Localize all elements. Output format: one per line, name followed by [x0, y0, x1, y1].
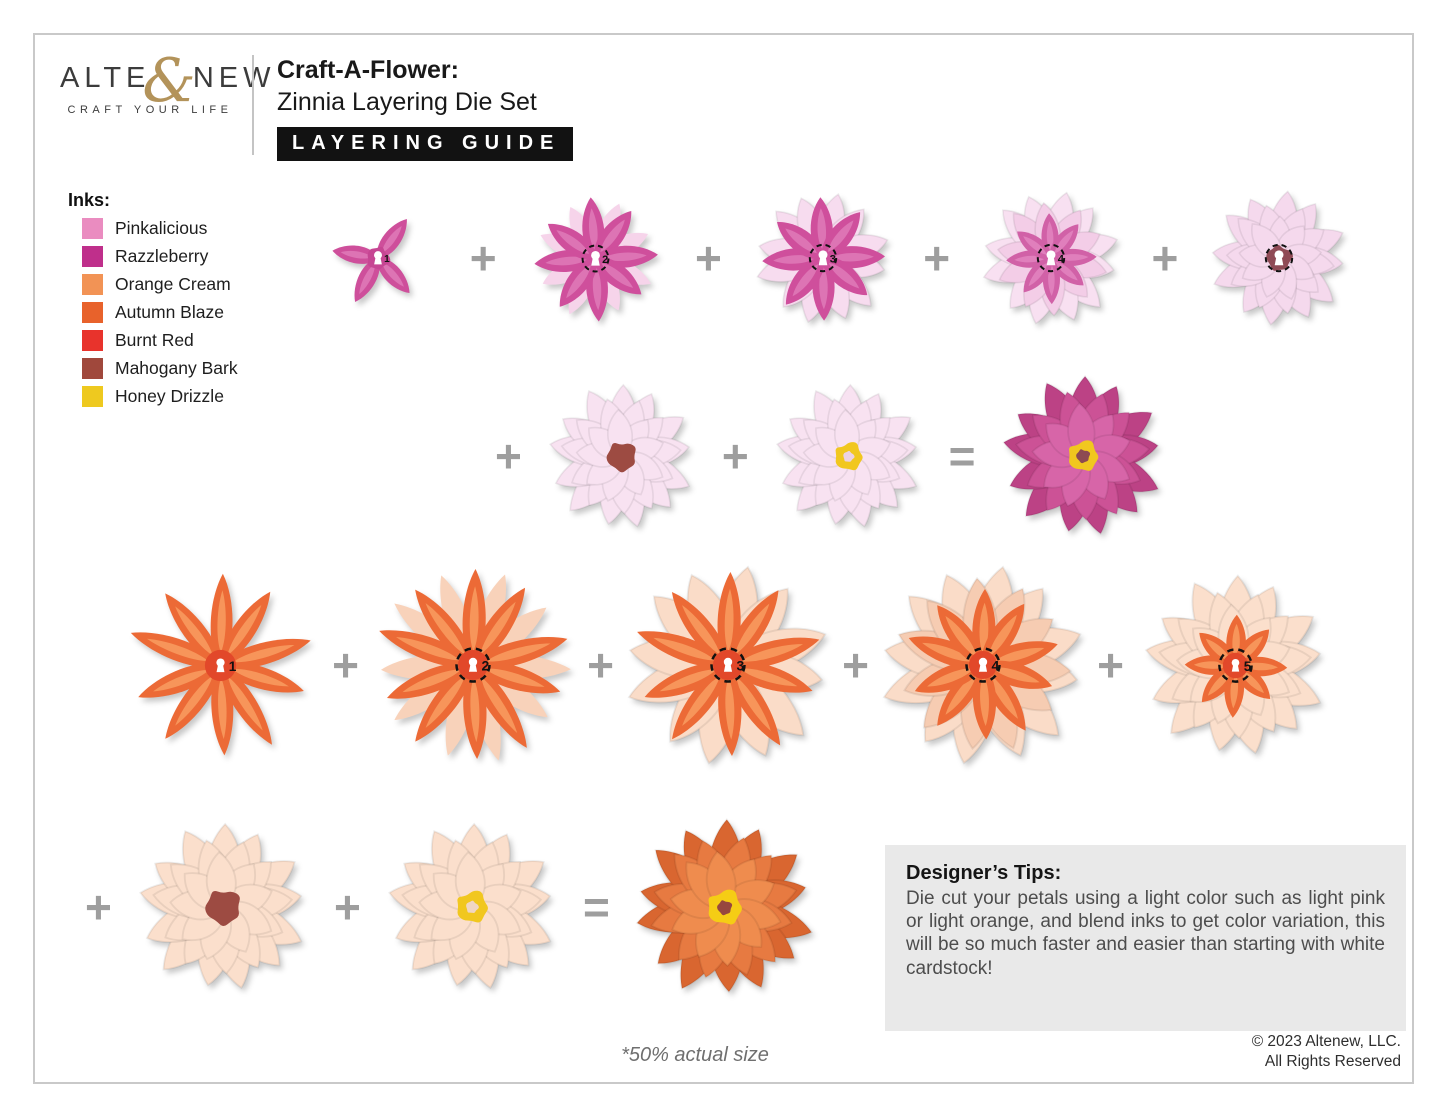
ink-swatch: [82, 218, 103, 239]
flower-step: [622, 805, 827, 1010]
flower-step: [761, 369, 936, 544]
plus-operator: +: [1097, 639, 1124, 691]
flower-step: [988, 361, 1178, 551]
ink-swatch: [82, 386, 103, 407]
flower-step-1: 1: [303, 183, 453, 333]
equals-operator: =: [948, 430, 976, 482]
flower-step: [373, 808, 571, 1006]
orange-layer-row: 1 +2 +3 +4 +5: [118, 556, 1338, 774]
designer-tips-body: Die cut your petals using a light color …: [906, 888, 1385, 979]
orange-assembly-row: + + =: [85, 804, 827, 1010]
plus-operator: +: [85, 881, 112, 933]
flower-step: [124, 808, 322, 1006]
ink-legend-item: Orange Cream: [82, 274, 238, 295]
svg-text:1: 1: [384, 254, 390, 265]
ink-name: Honey Drizzle: [115, 386, 224, 406]
ink-name: Orange Cream: [115, 274, 231, 294]
product-title-line1: Craft-A-Flower:: [277, 56, 459, 84]
copyright: © 2023 Altenew, LLC. All Rights Reserved: [1252, 1032, 1401, 1073]
ink-name: Burnt Red: [115, 330, 194, 350]
ink-legend-item: Honey Drizzle: [82, 386, 238, 407]
header-divider: [252, 55, 254, 155]
altenew-logo: ALTE&NEW CRAFT YOUR LIFE: [60, 46, 276, 116]
ink-swatch: [82, 358, 103, 379]
plus-operator: +: [1151, 232, 1179, 284]
svg-text:2: 2: [482, 658, 490, 674]
flower-step-2: 2: [368, 560, 578, 770]
ink-legend-item: Pinkalicious: [82, 218, 238, 239]
plus-operator: +: [469, 232, 497, 284]
pink-layer-row: 1 +2 +3 +4 +: [303, 168, 1363, 348]
ink-name: Razzleberry: [115, 246, 209, 266]
flower-step-4: 4: [878, 560, 1088, 770]
ink-swatch: [82, 302, 103, 323]
flower-step: [534, 369, 709, 544]
inks-legend: Inks: Pinkalicious Razzleberry Orange Crea…: [68, 190, 238, 414]
plus-operator: +: [334, 881, 361, 933]
ink-swatch: [82, 274, 103, 295]
ink-swatch: [82, 330, 103, 351]
plus-operator: +: [842, 639, 869, 691]
ampersand-glyph: &: [142, 46, 201, 116]
ink-legend-item: Razzleberry: [82, 246, 238, 267]
flower-step-1: 1: [118, 563, 323, 768]
svg-text:5: 5: [1244, 658, 1252, 673]
ink-legend-item: Autumn Blaze: [82, 302, 238, 323]
flower-step-4: 4: [967, 174, 1135, 342]
svg-text:3: 3: [829, 253, 835, 265]
svg-text:4: 4: [992, 658, 1000, 674]
equals-operator: =: [583, 881, 610, 933]
svg-text:2: 2: [602, 253, 608, 265]
flower-step-3: 3: [623, 560, 833, 770]
designer-tips-title: Designer’s Tips:: [906, 862, 1062, 884]
product-title-line2: Zinnia Layering Die Set: [277, 88, 537, 116]
ink-legend-item: Burnt Red: [82, 330, 238, 351]
svg-text:1: 1: [229, 658, 237, 673]
pink-assembly-row: + + =: [495, 360, 1178, 552]
plus-operator: +: [694, 232, 722, 284]
ink-name: Pinkalicious: [115, 218, 208, 238]
inks-legend-title: Inks:: [68, 190, 111, 210]
scale-note: *50% actual size: [621, 1044, 769, 1066]
header-title-block: Craft-A-Flower: Zinnia Layering Die Set …: [277, 56, 574, 161]
copyright-line2: All Rights Reserved: [1264, 1053, 1401, 1071]
altenew-logo-wordmark: ALTE&NEW: [60, 46, 276, 116]
flower-step: [1195, 174, 1363, 342]
ink-legend-item: Mahogany Bark: [82, 358, 238, 379]
ink-name: Autumn Blaze: [115, 302, 224, 322]
designer-tips-box: Designer’s Tips: Die cut your petals usi…: [885, 845, 1406, 1031]
brand-tagline: CRAFT YOUR LIFE: [67, 104, 233, 116]
layering-guide-badge: LAYERING GUIDE: [277, 127, 574, 161]
svg-text:4: 4: [1058, 253, 1065, 265]
plus-operator: +: [721, 430, 749, 482]
ink-swatch: [82, 246, 103, 267]
flower-step-2: 2: [513, 176, 678, 341]
svg-text:3: 3: [737, 658, 745, 674]
plus-operator: +: [587, 639, 614, 691]
ink-name: Mahogany Bark: [115, 358, 238, 378]
copyright-line1: © 2023 Altenew, LLC.: [1251, 1033, 1401, 1050]
inks-legend-list: Pinkalicious Razzleberry Orange Cream Autum…: [68, 218, 238, 407]
flower-step-5: 5: [1133, 563, 1338, 768]
flower-step-3: 3: [739, 174, 907, 342]
plus-operator: +: [923, 232, 951, 284]
plus-operator: +: [332, 639, 359, 691]
plus-operator: +: [495, 430, 522, 482]
